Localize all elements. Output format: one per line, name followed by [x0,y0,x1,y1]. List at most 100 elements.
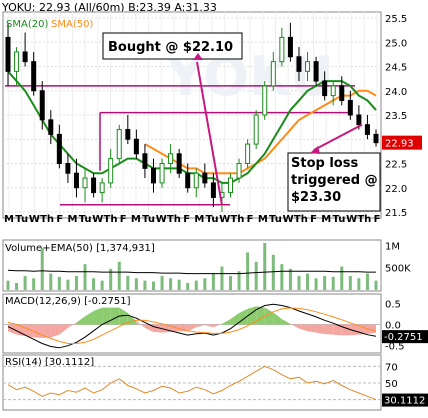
macd-histogram-segment [76,316,86,325]
bought-box [102,32,243,60]
volume-bar [6,280,10,290]
volume-bar [348,275,352,290]
macd-histogram-segment [281,319,291,325]
candle-body [116,129,122,160]
macd-histogram-segment [153,324,163,333]
volume-bar [280,264,284,290]
volume-bar [23,275,27,290]
x-tick-label: Tu [206,214,219,225]
volume-bar [306,273,310,290]
candle-body [150,167,156,184]
sma50-line [144,89,377,175]
x-tick-label: W [346,214,357,225]
macd-tick-label: 0.0 [385,321,401,332]
candle-body [108,158,114,184]
candle-body [279,36,285,63]
x-tick-label: W [92,214,103,225]
x-tick-label: Tu [79,214,92,225]
macd-histogram-segment [93,307,103,325]
volume-bar [186,282,190,290]
stop-annotation-line: triggered @ [291,173,378,188]
candle-body [296,56,302,72]
price-tick-label: 22.0 [385,184,407,195]
volume-bar [151,281,155,290]
volume-bar [15,282,19,290]
rsi-last-tag [382,393,428,407]
macd-histogram-segment [42,324,51,339]
volume-bar [211,273,215,290]
macd-last-tag [382,330,428,344]
macd-histogram-segment [298,324,308,332]
x-tick-label: W [219,214,230,225]
macd-histogram-segment [102,307,111,325]
x-tick-label: F [183,214,190,225]
macd-histogram-segment [307,324,317,333]
candle-body [142,153,148,169]
candle-body [65,163,71,174]
candle-body [99,182,105,194]
macd-histogram-segment [110,307,120,325]
volume-bar [323,275,327,290]
x-tick-label: Th [357,214,371,225]
bought-arrowhead [193,53,203,60]
candle-body [236,163,242,179]
volume-bar [331,276,335,290]
volume-bar [143,280,147,290]
volume-bar [297,275,301,290]
volume-bar [160,275,164,290]
stop-arrow [313,123,363,151]
volume-bar [169,278,173,290]
x-tick-label: M [194,214,204,225]
candle-body [168,153,174,165]
bought-arrow [196,61,223,206]
volume-tick-label: 1M [385,241,400,252]
chart-header: YOKU: 22.93 (All/60m) B:23.39 A:31.33 [2,1,217,14]
macd-histogram-segment [367,324,376,334]
x-tick-label: F [247,214,254,225]
x-tick-label: M [4,214,14,225]
candle-body [228,177,234,194]
candle-body [185,172,191,189]
candle-body [73,172,79,189]
macd-tick-label: -0.5 [385,342,405,353]
candle-body [313,61,319,82]
macd-histogram-segment [273,312,282,325]
candle-body [56,133,62,164]
price-tick-label: 25.5 [385,14,407,25]
volume-bar [74,275,78,290]
symbol-label: YOKU: 22.93 (All/60m) [2,1,125,14]
candle-body [91,177,97,194]
x-tick-label: M [67,214,77,225]
volume-bar [49,273,53,290]
candle-body [253,114,259,145]
macd-histogram-segment [25,324,34,338]
macd-histogram-segment [85,310,94,325]
price-tick-label: 24.5 [385,63,407,74]
volume-bar [365,273,369,290]
x-tick-label: Th [167,214,181,225]
price-tick-label: 25.0 [385,38,407,49]
candle-body [31,61,37,92]
macd-histogram-segment [290,323,299,329]
sma20-line [7,70,377,184]
x-tick-label: F [310,214,317,225]
volume-bar [100,280,104,290]
candle-body [262,85,268,116]
volume-bar [271,254,275,290]
volume-ema-line [7,269,376,275]
volume-bar [229,275,233,290]
candle-body [339,85,345,101]
stop-box [287,152,381,212]
volume-bar [246,252,250,290]
candle-body [210,182,216,198]
macd-histogram-segment [196,324,205,328]
volume-bar [109,268,113,290]
candle-body [5,36,11,72]
price-tick-label: 21.5 [385,208,407,219]
volume-bar [263,243,267,290]
volume-bar [194,280,198,290]
x-tick-label: W [29,214,40,225]
volume-bar [177,279,181,290]
last-price-label: 22.93 [385,139,414,150]
